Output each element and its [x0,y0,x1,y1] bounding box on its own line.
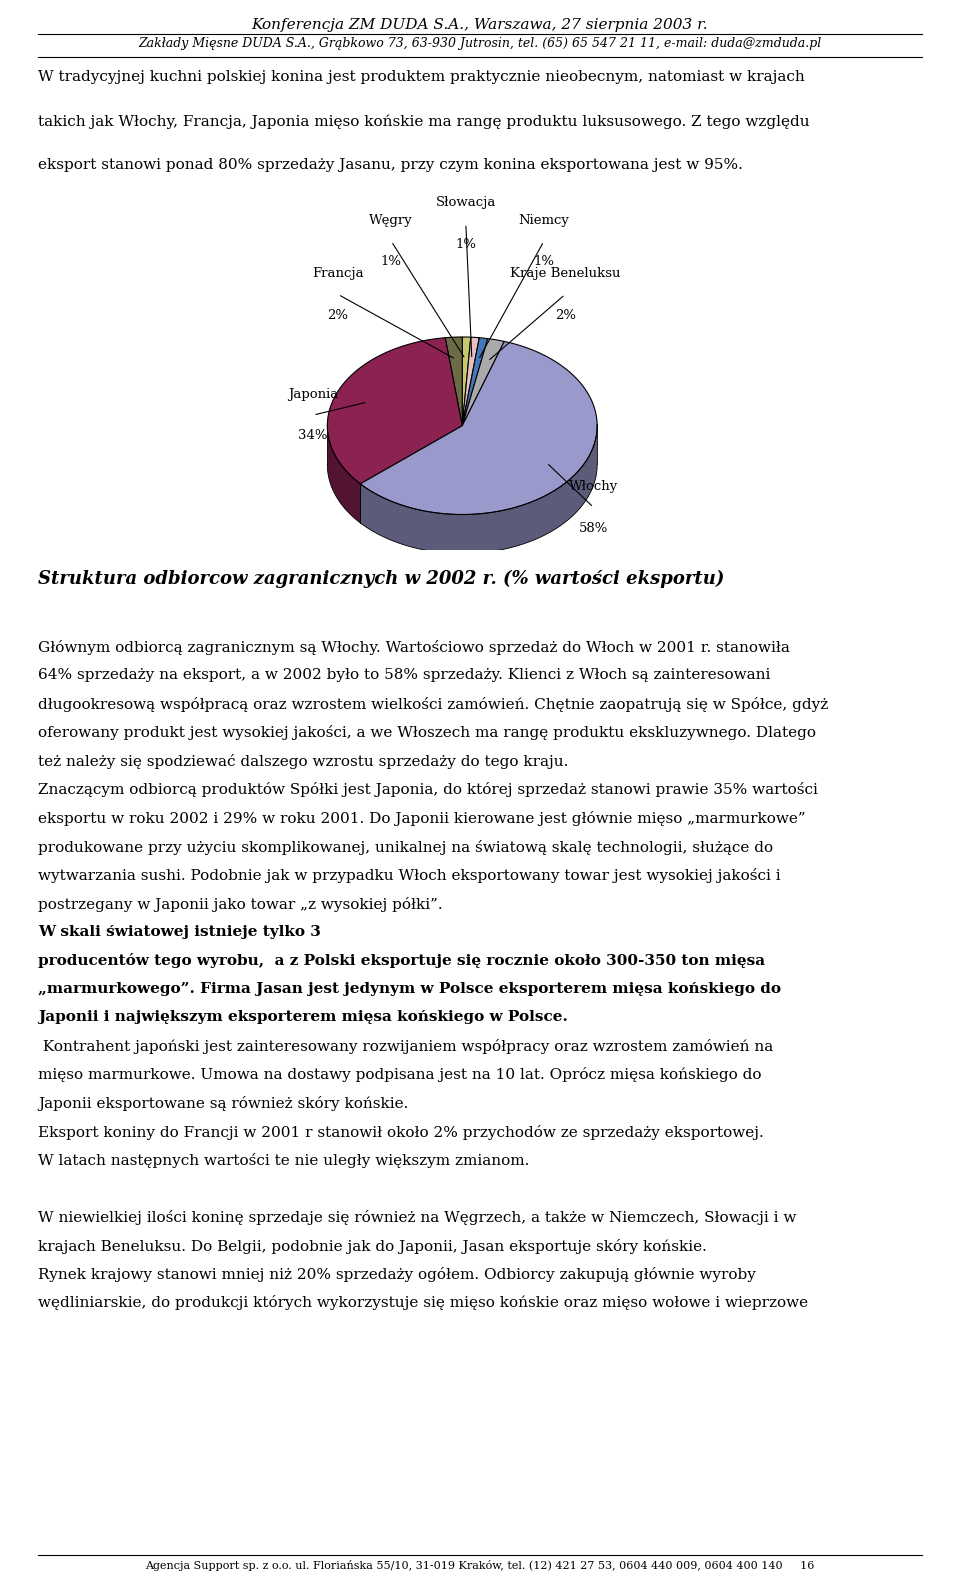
Text: takich jak Włochy, Francja, Japonia mięso końskie ma rangę produktu luksusowego.: takich jak Włochy, Francja, Japonia mięs… [38,114,810,129]
Text: Francja: Francja [312,267,364,281]
Text: Struktura odbiorcow zagranicznych w 2002 r. (% wartości eksportu): Struktura odbiorcow zagranicznych w 2002… [38,569,725,588]
Text: W skali światowej istnieje tylko 3: W skali światowej istnieje tylko 3 [38,926,322,938]
Text: Zakłady Mięsne DUDA S.A., Grąbkowo 73, 63-930 Jutrosin, tel. (65) 65 547 21 11, : Zakłady Mięsne DUDA S.A., Grąbkowo 73, 6… [138,36,822,50]
Text: Niemcy: Niemcy [518,214,569,227]
Text: oferowany produkt jest wysokiej jakości, a we Włoszech ma rangę produktu ekskluz: oferowany produkt jest wysokiej jakości,… [38,725,816,741]
Text: Agencja Support sp. z o.o. ul. Floriańska 55/10, 31-019 Kraków, tel. (12) 421 27: Agencja Support sp. z o.o. ul. Floriańsk… [145,1560,815,1571]
Polygon shape [463,337,479,426]
Text: krajach Beneluksu. Do Belgii, podobnie jak do Japonii, Jasan eksportuje skóry ko: krajach Beneluksu. Do Belgii, podobnie j… [38,1238,708,1254]
Polygon shape [463,337,470,426]
Text: długookresową współpracą oraz wzrostem wielkości zamówień. Chętnie zaopatrują si: długookresową współpracą oraz wzrostem w… [38,697,828,711]
Text: 2%: 2% [555,309,576,322]
Text: 64% sprzedaży na eksport, a w 2002 było to 58% sprzedaży. Klienci z Włoch są zai: 64% sprzedaży na eksport, a w 2002 było … [38,669,771,683]
Text: produkowane przy użyciu skomplikowanej, unikalnej na światową skalę technologii,: produkowane przy użyciu skomplikowanej, … [38,839,774,855]
Text: Japonia: Japonia [288,388,338,401]
Text: 1%: 1% [534,255,554,268]
Text: 1%: 1% [381,255,401,268]
Polygon shape [445,337,463,426]
Text: Słowacja: Słowacja [436,196,496,210]
Text: „marmurkowego”. Firma Jasan jest jedynym w Polsce eksporterem mięsa końskiego do: „marmurkowego”. Firma Jasan jest jedynym… [38,982,781,997]
Text: Japonii i największym eksporterem mięsa końskiego w Polsce.: Japonii i największym eksporterem mięsa … [38,1011,568,1025]
Text: eksport stanowi ponad 80% sprzedaży Jasanu, przy czym konina eksportowana jest w: eksport stanowi ponad 80% sprzedaży Jasa… [38,158,743,172]
Text: W niewielkiej ilości koninę sprzedaje się również na Węgrzech, a także w Niemcze: W niewielkiej ilości koninę sprzedaje si… [38,1210,797,1225]
Text: 34%: 34% [299,429,328,442]
Text: 1%: 1% [455,238,476,251]
Text: producentów tego wyrobu,  a z Polski eksportuje się rocznie około 300-350 ton mi: producentów tego wyrobu, a z Polski eksp… [38,954,765,968]
Text: Japonii eksportowane są również skóry końskie.: Japonii eksportowane są również skóry ko… [38,1096,409,1112]
Text: postrzegany w Japonii jako towar „z wysokiej półki”.: postrzegany w Japonii jako towar „z wyso… [38,896,448,912]
Polygon shape [463,337,488,426]
Text: W latach następnych wartości te nie uległy większym zmianom.: W latach następnych wartości te nie uleg… [38,1153,530,1169]
Polygon shape [360,424,597,554]
Text: mięso marmurkowe. Umowa na dostawy podpisana jest na 10 lat. Oprócz mięsa koński: mięso marmurkowe. Umowa na dostawy podpi… [38,1068,762,1082]
Polygon shape [463,339,504,426]
Text: Węgry: Węgry [370,214,413,227]
Polygon shape [360,342,597,514]
Text: Głównym odbiorcą zagranicznym są Włochy. Wartościowo sprzedaż do Włoch w 2001 r.: Głównym odbiorcą zagranicznym są Włochy.… [38,640,790,654]
Text: wytwarzania sushi. Podobnie jak w przypadku Włoch eksportowany towar jest wysoki: wytwarzania sushi. Podobnie jak w przypa… [38,867,781,883]
Text: 58%: 58% [579,522,609,535]
Text: też należy się spodziewać dalszego wzrostu sprzedaży do tego kraju.: też należy się spodziewać dalszego wzros… [38,754,568,770]
Text: W tradycyjnej kuchni polskiej konina jest produktem praktycznie nieobecnym, nato: W tradycyjnej kuchni polskiej konina jes… [38,69,805,84]
Text: Znaczącym odbiorcą produktów Spółki jest Japonia, do której sprzedaż stanowi pra: Znaczącym odbiorcą produktów Spółki jest… [38,782,818,798]
Text: 2%: 2% [327,309,348,322]
Text: Kontrahent japoński jest zainteresowany rozwijaniem współpracy oraz wzrostem zam: Kontrahent japoński jest zainteresowany … [38,1039,774,1053]
Text: Kraje Beneluksu: Kraje Beneluksu [510,267,620,281]
Text: eksportu w roku 2002 i 29% w roku 2001. Do Japonii kierowane jest głównie mięso : eksportu w roku 2002 i 29% w roku 2001. … [38,811,806,826]
Text: Włochy: Włochy [569,481,618,494]
Text: Rynek krajowy stanowi mniej niż 20% sprzedaży ogółem. Odbiorcy zakupują głównie : Rynek krajowy stanowi mniej niż 20% sprz… [38,1266,756,1282]
Polygon shape [327,424,360,524]
Polygon shape [360,426,463,524]
Polygon shape [360,426,463,524]
Text: wędliniarskie, do produkcji których wykorzystuje się mięso końskie oraz mięso wo: wędliniarskie, do produkcji których wyko… [38,1295,808,1310]
Polygon shape [327,337,463,484]
Text: Eksport koniny do Francji w 2001 r stanowił około 2% przychodów ze sprzedaży eks: Eksport koniny do Francji w 2001 r stano… [38,1124,764,1140]
Text: Konferencja ZM DUDA S.A., Warszawa, 27 sierpnia 2003 r.: Konferencja ZM DUDA S.A., Warszawa, 27 s… [252,17,708,32]
